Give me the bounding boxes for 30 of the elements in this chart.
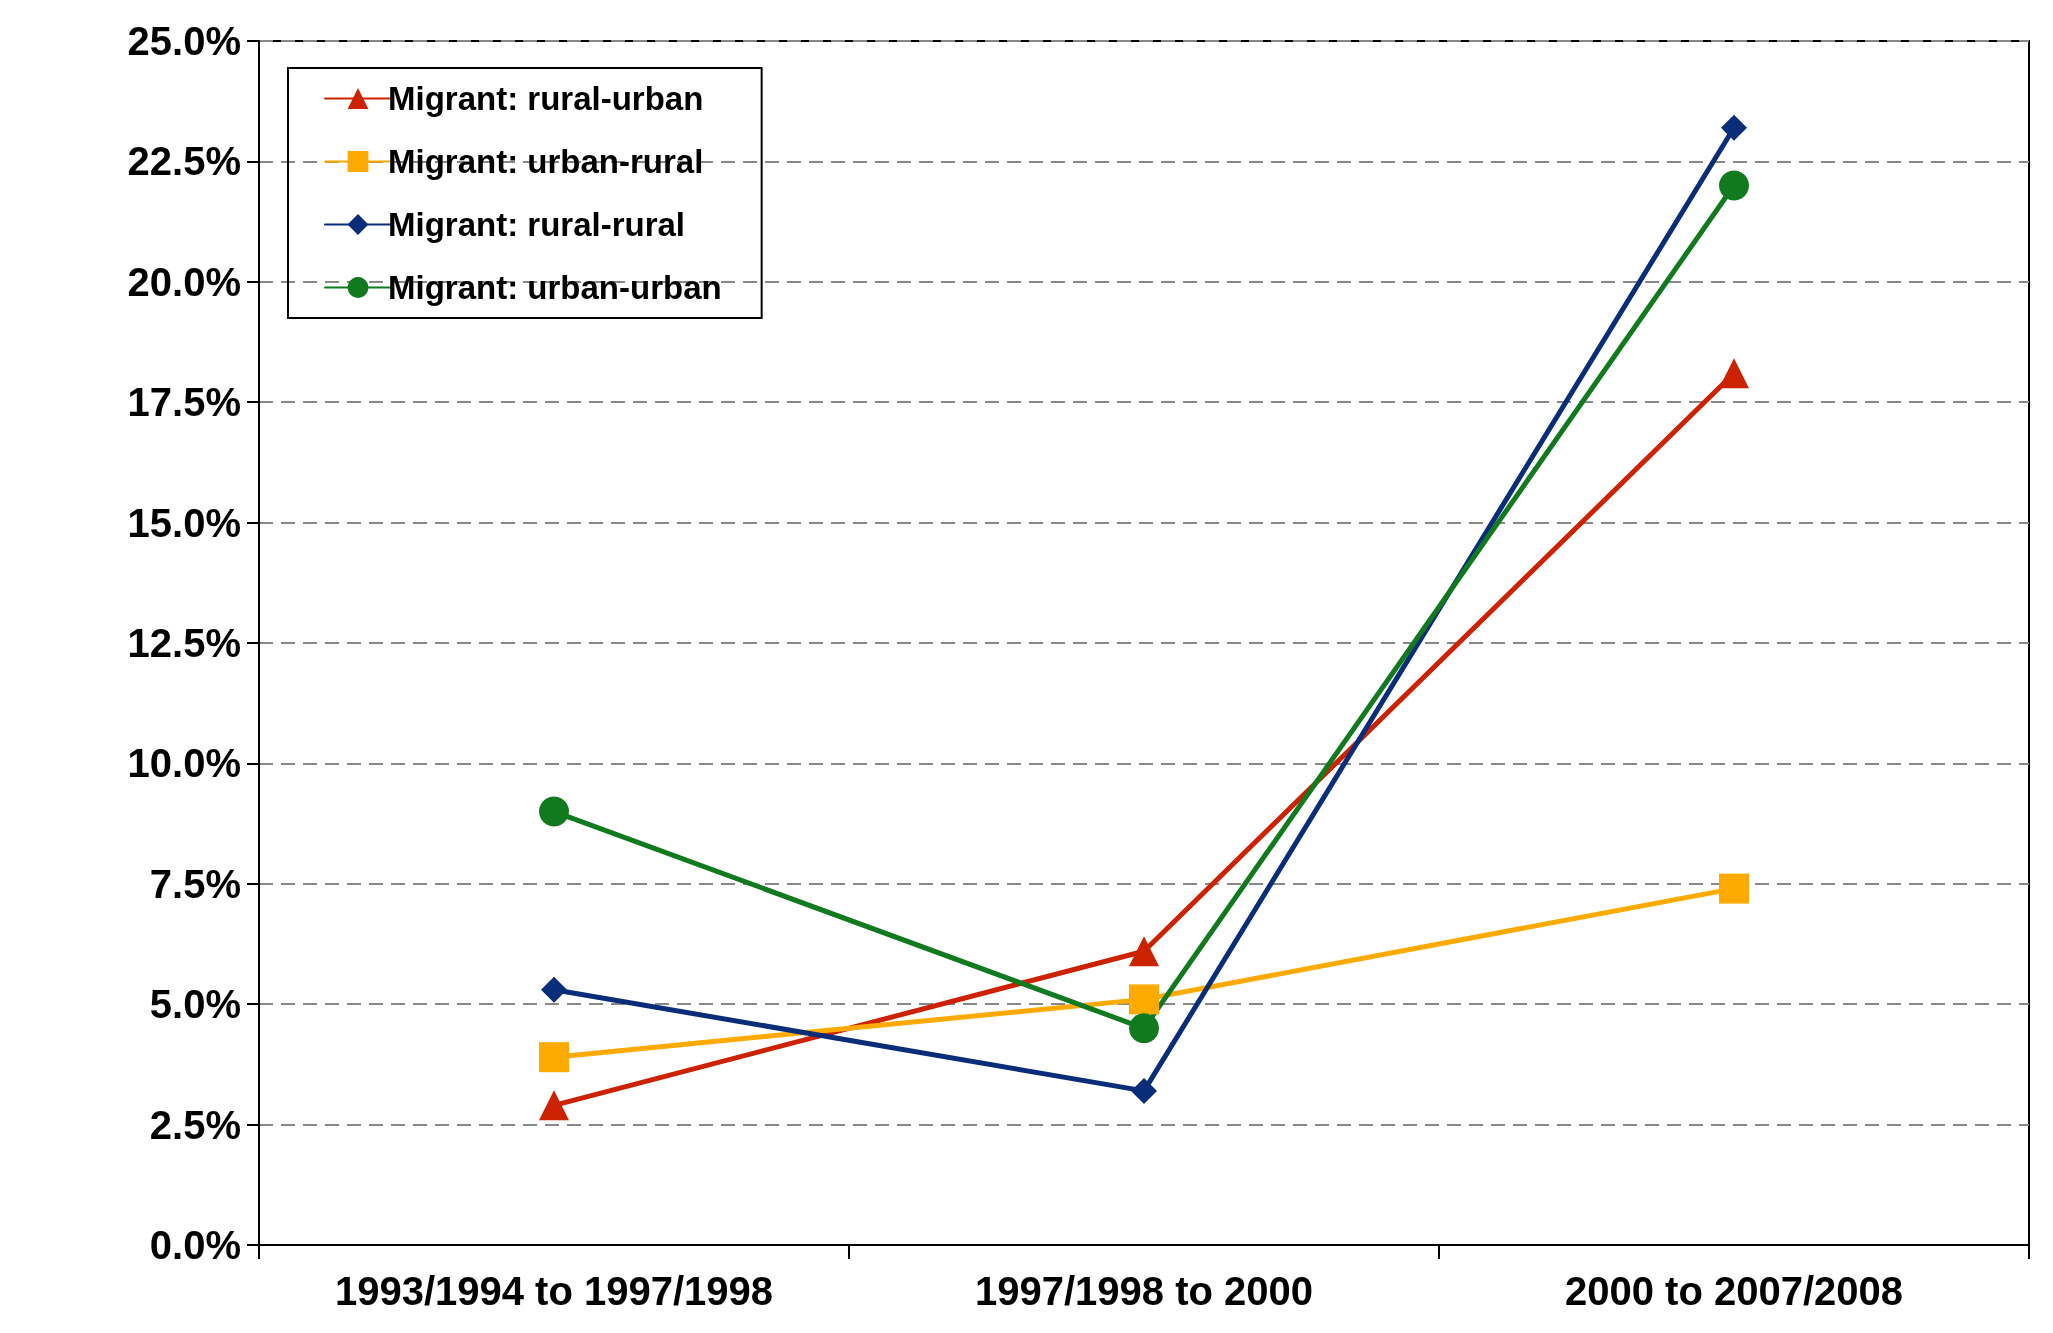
y-tick-label: 0.0% [149,1223,241,1267]
point [1719,170,1749,201]
legend-label: Migrant: rural-rural [388,206,686,243]
point [1129,936,1159,967]
y-tick-label: 25.0% [127,19,241,63]
y-tick-label: 5.0% [149,982,241,1027]
point [1131,1077,1157,1104]
y-tick-label: 2.5% [149,1102,241,1147]
point [1719,873,1749,904]
point [1719,358,1749,389]
y-tick-label: 12.5% [127,621,241,665]
point [1129,1013,1159,1044]
y-tick-label: 20.0% [127,259,241,304]
x-tick-label: 1997/1998 to 2000 [974,1269,1314,1313]
y-tick-label: 17.5% [127,380,241,425]
point [539,1042,569,1073]
y-tick-label: 7.5% [149,861,241,906]
y-tick-label: 15.0% [127,500,241,545]
x-tick-label: 2000 to 2007/2008 [1564,1269,1904,1313]
y-tick-label: 10.0% [127,741,241,786]
legend-label: Migrant: rural-urban [388,80,704,117]
legend-label: Migrant: urban-urban [388,269,722,306]
point [1721,114,1747,141]
point [539,796,569,827]
point [541,976,567,1003]
point [539,1090,569,1121]
x-tick-label: 1993/1994 to 1997/1998 [334,1269,774,1313]
point [1129,984,1159,1015]
legend-label: Migrant: urban-rural [388,143,704,180]
y-tick-label: 22.5% [127,139,241,184]
